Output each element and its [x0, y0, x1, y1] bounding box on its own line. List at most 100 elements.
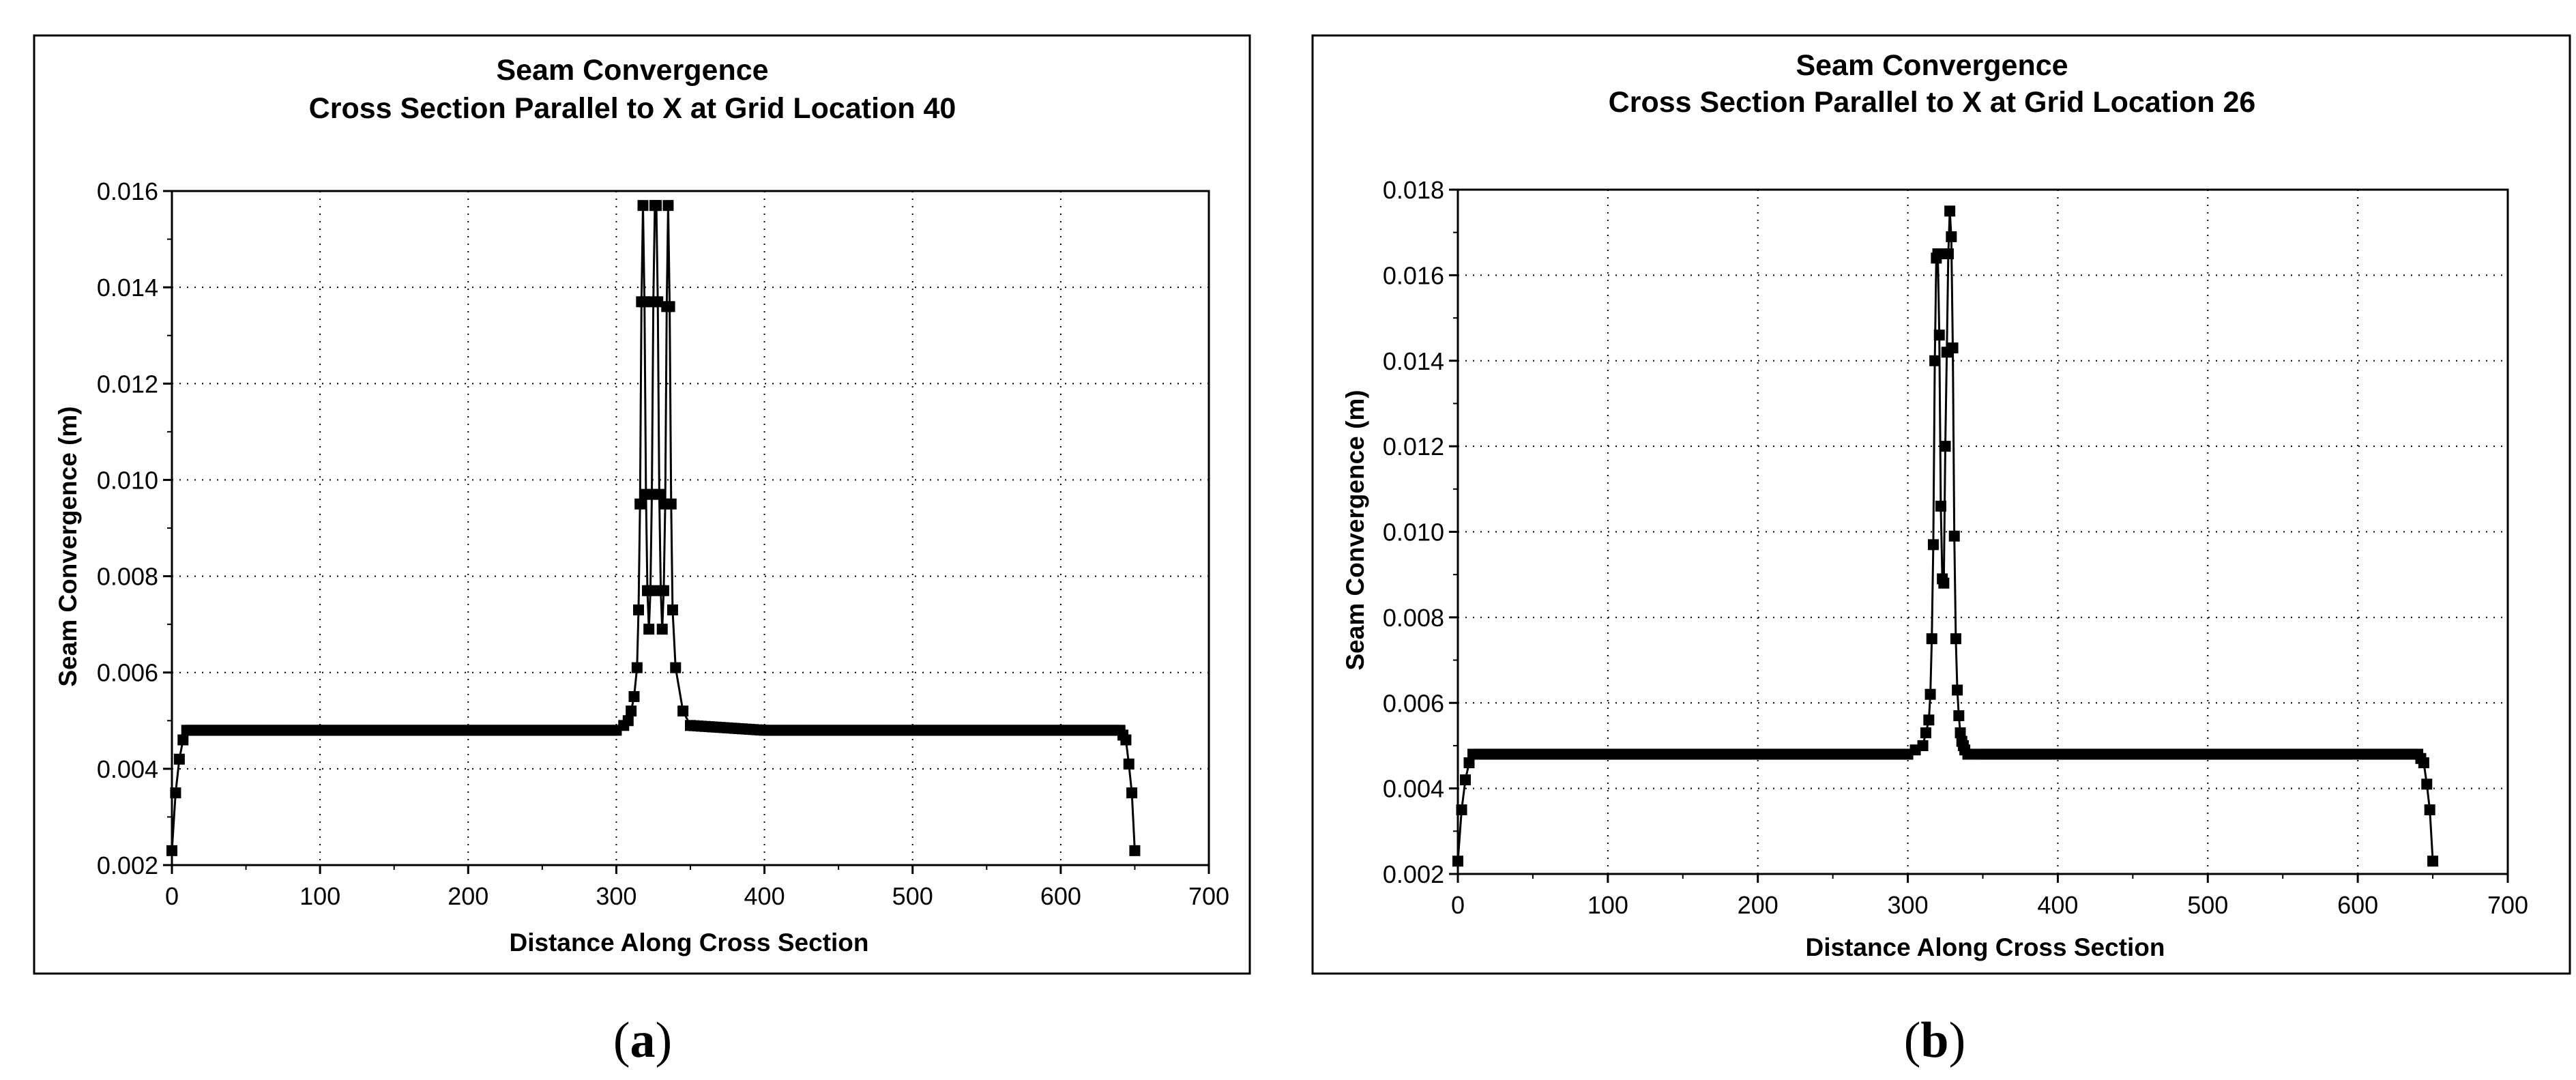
data-point-marker [1111, 725, 1122, 736]
data-point-marker [639, 296, 650, 308]
data-point-marker [1917, 740, 1929, 751]
plot-area-b: 0 100 200 300 400 500 600 700 0.002 0.004 0.006 0.0… [1383, 176, 2528, 919]
data-point-marker [634, 498, 646, 510]
chart-subtitle-a: Cross Section Parallel to X at Grid Loca… [309, 92, 956, 125]
x-tick-label: 300 [596, 882, 636, 910]
data-point-marker [670, 662, 682, 673]
data-point-marker [1929, 355, 1941, 366]
data-point-marker [1923, 714, 1935, 726]
data-point-marker [1946, 231, 1957, 242]
data-point-marker [1933, 330, 1945, 341]
data-point-marker [1126, 787, 1138, 799]
data-point-marker [1899, 748, 1910, 760]
data-point-marker [1950, 633, 1961, 645]
chart-panel-b: Seam Convergence Cross Section Parallel … [1288, 0, 2576, 1080]
data-point-marker [1920, 727, 1931, 739]
data-point-marker [622, 715, 634, 727]
plot-area-a: 0 100 200 300 400 500 600 700 0.002 0.004 0.006 0.0… [97, 177, 1229, 910]
x-axis-label-a: Distance Along Cross Section [509, 929, 868, 957]
data-point-marker [651, 200, 662, 211]
data-point-marker [177, 734, 189, 746]
data-point-marker [1940, 441, 1951, 452]
data-point-marker [1952, 684, 1963, 696]
x-tick-label: 700 [2487, 891, 2528, 919]
caption-letter-b: b [1920, 1012, 1948, 1068]
data-point-marker [1955, 727, 1966, 739]
data-point-marker [662, 200, 674, 211]
x-tick-label: 200 [1738, 891, 1779, 919]
y-tick-label: 0.006 [1383, 689, 1444, 717]
x-tick-label: 600 [1040, 882, 1081, 910]
y-tick-label: 0.008 [1383, 604, 1444, 632]
data-point-marker [654, 488, 665, 500]
y-tick-label: 0.002 [1383, 860, 1444, 888]
data-point-marker [1129, 845, 1141, 856]
data-point-marker [652, 296, 664, 308]
data-point-marker [2408, 748, 2420, 760]
data-point-marker [2427, 856, 2439, 867]
plot-background [172, 191, 1209, 865]
data-point-marker [1953, 710, 1965, 722]
x-tick-label: 700 [1188, 882, 1229, 910]
y-tick-label: 0.014 [97, 274, 158, 302]
x-tick-label: 0 [1451, 891, 1465, 919]
x-tick-label: 400 [744, 882, 785, 910]
y-tick-label: 0.010 [1383, 519, 1444, 546]
data-point-marker [643, 624, 655, 635]
x-tick-label: 400 [2037, 891, 2078, 919]
data-point-marker [173, 753, 185, 765]
y-tick-label: 0.008 [97, 563, 158, 591]
y-tick-label: 0.014 [1383, 347, 1444, 375]
chart-svg-b: Seam Convergence Cross Section Parallel … [1311, 34, 2571, 1068]
x-tick-label: 500 [892, 882, 933, 910]
y-tick-label: 0.006 [97, 659, 158, 687]
caption-a: (a) [613, 1012, 672, 1068]
chart-title-b: Seam Convergence [1796, 49, 2068, 82]
y-tick-label: 0.002 [97, 851, 158, 879]
y-tick-label: 0.018 [1383, 176, 1444, 204]
x-axis-label-b: Distance Along Cross Section [1805, 933, 2165, 961]
data-point-marker [628, 691, 640, 702]
data-point-marker [1935, 500, 1946, 512]
y-tick-label: 0.016 [1383, 261, 1444, 289]
y-tick-label: 0.012 [1383, 433, 1444, 461]
data-point-marker [1938, 577, 1950, 589]
x-tick-label: 600 [2337, 891, 2378, 919]
data-point-marker [658, 585, 669, 596]
data-point-marker [1123, 758, 1135, 770]
chart-title-a: Seam Convergence [496, 54, 768, 87]
y-tick-label: 0.010 [97, 466, 158, 494]
data-point-marker [1947, 342, 1959, 353]
caption-letter-a: a [630, 1012, 656, 1068]
x-tick-label: 200 [448, 882, 488, 910]
y-tick-label: 0.012 [97, 370, 158, 398]
data-point-marker [2418, 757, 2429, 769]
data-point-marker [1948, 530, 1960, 542]
data-point-marker [1927, 539, 1939, 551]
x-tick-label: 0 [165, 882, 179, 910]
plot-border [1457, 188, 2509, 875]
y-axis-label-b: Seam Convergence (m) [1341, 390, 1369, 670]
chart-panel-a: Seam Convergence Cross Section Parallel … [33, 34, 1251, 1068]
data-point-marker [1120, 734, 1132, 746]
y-tick-label: 0.004 [1383, 775, 1444, 803]
x-tick-label: 500 [2187, 891, 2228, 919]
data-point-marker [2424, 804, 2435, 815]
data-point-marker [631, 662, 643, 673]
data-point-marker [645, 585, 656, 596]
x-tick-label: 300 [1888, 891, 1929, 919]
x-tick-label: 100 [299, 882, 340, 910]
data-point-marker [1944, 205, 1956, 217]
data-point-marker [1463, 757, 1475, 769]
data-point-marker [1942, 248, 1954, 260]
data-point-marker [667, 604, 678, 615]
chart-svg-a: Seam Convergence Cross Section Parallel … [33, 34, 1251, 1068]
x-tick-label: 100 [1587, 891, 1628, 919]
data-point-marker [664, 301, 675, 312]
data-point-marker [677, 705, 689, 717]
data-point-marker [607, 725, 618, 736]
caption-b: (b) [1904, 1012, 1965, 1068]
chart-subtitle-b: Cross Section Parallel to X at Grid Loca… [1609, 86, 2256, 119]
data-point-marker [656, 624, 668, 635]
y-tick-label: 0.004 [97, 755, 158, 783]
